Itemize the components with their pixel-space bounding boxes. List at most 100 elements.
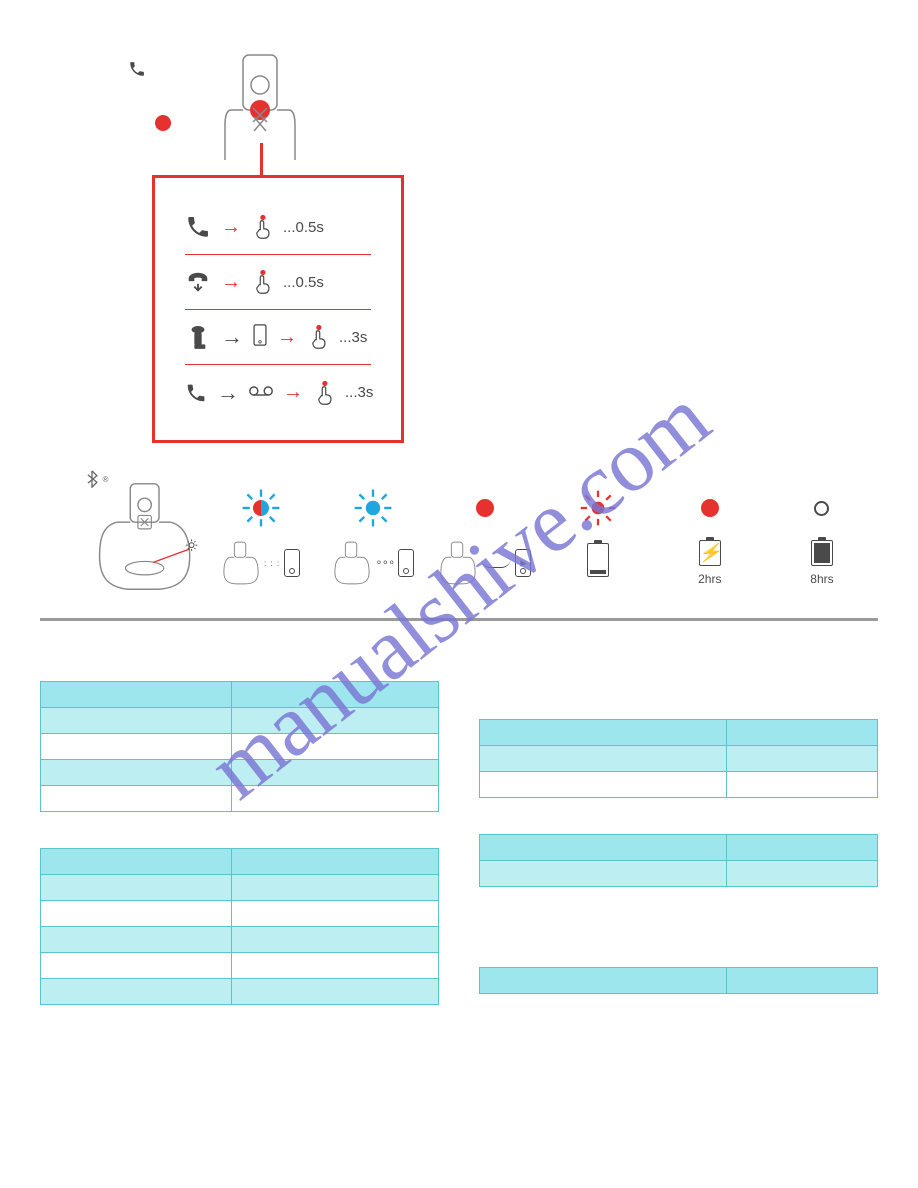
table-cell <box>232 979 439 1005</box>
tables-right-column <box>479 681 878 1041</box>
table-header-cell <box>726 835 877 861</box>
data-tables-area <box>40 681 878 1041</box>
tables-left-column <box>40 681 439 1041</box>
tap-finger-icon <box>251 214 273 240</box>
table-cell <box>726 746 877 772</box>
table-header-cell <box>726 968 877 994</box>
battery-low-icon <box>587 540 609 586</box>
battery-full-icon: 8hrs <box>810 540 833 586</box>
phone-icon <box>185 380 207 406</box>
table-cell <box>232 760 439 786</box>
table-header-cell <box>232 849 439 875</box>
spec-table-2 <box>40 848 439 1005</box>
led-burst-blue-icon <box>353 488 393 528</box>
connector-line <box>260 143 263 178</box>
led-burst-bicolor-icon <box>241 488 281 528</box>
led-status-paired: ⚬⚬⚬ <box>317 480 429 586</box>
voicemail-icon <box>249 384 273 401</box>
led-status-section: : : : ⚬⚬⚬ <box>40 480 878 610</box>
phone-answer-icon <box>185 214 211 240</box>
table-cell <box>41 953 232 979</box>
table-header-cell <box>232 682 439 708</box>
device-outline-led <box>90 480 205 600</box>
arrow-icon: → <box>217 380 239 406</box>
duration-label: ...3s <box>339 329 367 346</box>
led-status-battery-charging: 2hrs <box>654 480 766 586</box>
table-cell <box>41 927 232 953</box>
call-row-transfer: → → ...3s <box>185 310 371 365</box>
led-status-battery-low <box>542 480 654 586</box>
led-status-wired <box>429 480 541 586</box>
table-cell <box>480 861 727 887</box>
call-row-hangup: → ...0.5s <box>185 255 371 310</box>
transfer-to-phone-icon <box>185 324 211 350</box>
bluetooth-icon <box>86 470 108 493</box>
chain-link-icon: ⚬⚬⚬ <box>375 558 394 569</box>
section-divider <box>40 618 878 621</box>
table-header-cell <box>480 720 727 746</box>
pairing-search-icon: : : : <box>222 540 300 586</box>
battery-label: 8hrs <box>810 572 833 586</box>
call-controls-box: → ...0.5s → ...0.5s → → <box>152 175 404 443</box>
battery-label: 2hrs <box>698 572 721 586</box>
smartphone-icon <box>284 549 300 577</box>
arrow-icon: → <box>277 326 297 349</box>
table-cell <box>232 734 439 760</box>
led-status-battery-full: 8hrs <box>766 480 878 586</box>
table-cell <box>41 875 232 901</box>
duration-label: ...3s <box>345 384 373 401</box>
tap-finger-icon <box>313 380 335 406</box>
call-row-voicemail: → → ...3s <box>185 365 371 420</box>
pairing-wired-icon <box>439 540 531 586</box>
duration-label: ...0.5s <box>283 274 324 291</box>
table-cell <box>41 786 232 812</box>
tap-finger-icon <box>307 324 329 350</box>
arrow-icon: → <box>283 381 303 404</box>
table-cell <box>41 979 232 1005</box>
table-cell <box>232 786 439 812</box>
table-cell <box>726 772 877 798</box>
table-cell <box>41 760 232 786</box>
pairing-linked-icon: ⚬⚬⚬ <box>333 540 414 586</box>
smartphone-play-icon <box>515 549 531 577</box>
spec-table-1 <box>40 681 439 812</box>
spec-table-3 <box>479 719 878 798</box>
table-cell <box>232 875 439 901</box>
led-status-pairing-search: : : : <box>205 480 317 586</box>
table-cell <box>232 927 439 953</box>
searching-dots-icon: : : : <box>264 559 280 568</box>
table-cell <box>41 708 232 734</box>
table-header-cell <box>726 720 877 746</box>
led-red-dot-icon <box>690 488 730 528</box>
table-header-cell <box>41 682 232 708</box>
spec-table-5 <box>479 967 878 994</box>
arrow-icon: → <box>221 324 243 350</box>
tap-finger-icon <box>251 269 273 295</box>
arrow-icon: → <box>221 216 241 239</box>
table-cell <box>232 953 439 979</box>
duration-label: ...0.5s <box>283 219 324 236</box>
table-header-cell <box>41 849 232 875</box>
phone-hangup-icon <box>185 269 211 295</box>
table-header-cell <box>480 968 727 994</box>
led-off-circle-icon <box>802 488 842 528</box>
spec-table-4 <box>479 834 878 887</box>
table-header-cell <box>480 835 727 861</box>
smartphone-icon <box>253 324 267 350</box>
table-cell <box>726 861 877 887</box>
led-burst-red-icon <box>578 488 618 528</box>
table-cell <box>232 708 439 734</box>
table-cell <box>41 734 232 760</box>
arrow-icon: → <box>221 271 241 294</box>
smartphone-icon <box>398 549 414 577</box>
table-cell <box>232 901 439 927</box>
table-cell <box>480 772 727 798</box>
led-red-dot-icon <box>465 488 505 528</box>
table-cell <box>480 746 727 772</box>
battery-charging-icon: 2hrs <box>698 540 721 586</box>
table-cell <box>41 901 232 927</box>
phone-icon <box>128 60 146 83</box>
red-led-dot-indicator <box>155 115 171 131</box>
call-controls-section: → ...0.5s → ...0.5s → → <box>40 50 878 430</box>
cable-icon <box>481 558 511 568</box>
